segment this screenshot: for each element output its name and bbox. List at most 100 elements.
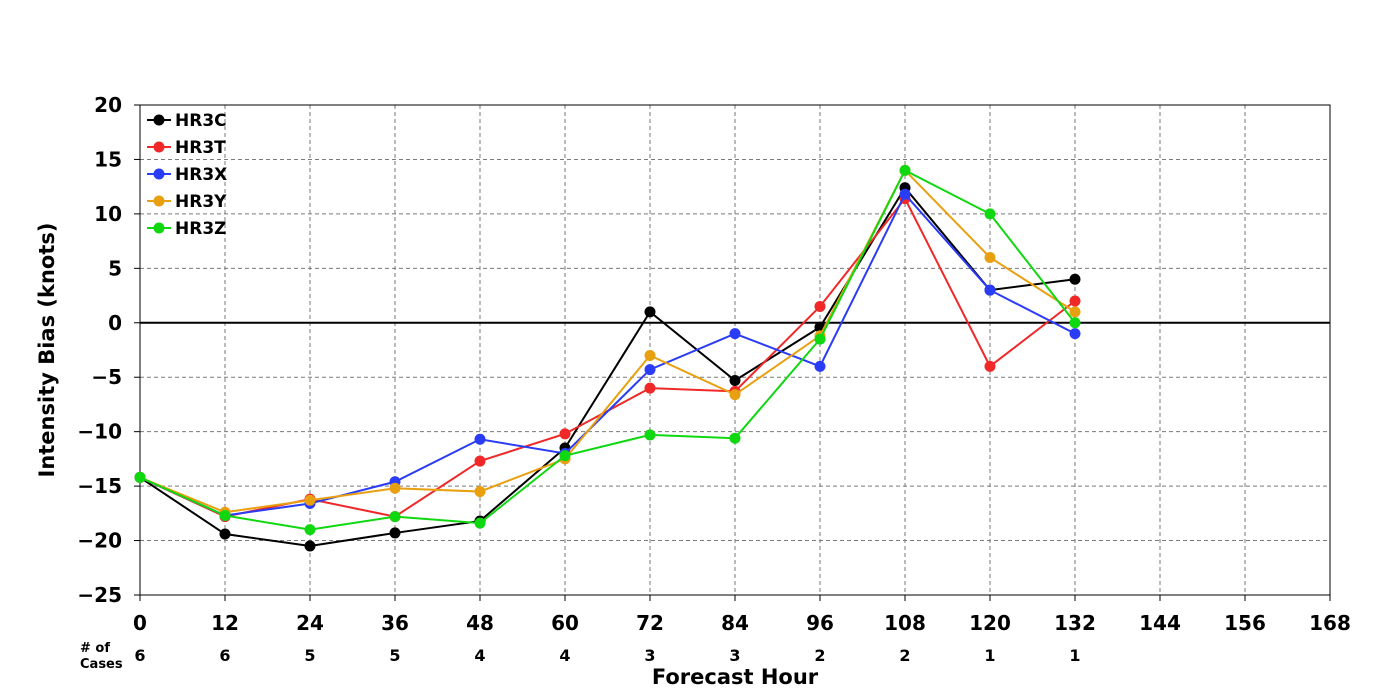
data-point (304, 524, 316, 536)
data-point (644, 429, 656, 441)
x-tick-label: 48 (466, 611, 494, 635)
case-count: 6 (134, 646, 145, 665)
y-tick-label: −25 (77, 583, 122, 607)
case-count: 4 (474, 646, 485, 665)
x-axis-ticks: 0 12 24 36 48 60 72 84 96 108 120 132 144 156 168 (133, 595, 1351, 635)
case-count: 3 (729, 646, 740, 665)
series-line (139, 168, 1076, 531)
data-point (474, 517, 486, 529)
data-point (474, 455, 486, 467)
legend-item-hr3c: HR3C (147, 111, 227, 131)
data-point (814, 333, 826, 345)
legend-item-hr3t: HR3T (147, 138, 226, 158)
data-point (814, 360, 826, 372)
data-point (984, 208, 996, 220)
data-point (474, 433, 486, 445)
case-count: 1 (984, 646, 995, 665)
series-hr3x (134, 188, 1081, 522)
x-tick-label: 0 (133, 611, 147, 635)
data-point (219, 528, 231, 540)
x-tick-label: 132 (1054, 611, 1096, 635)
data-point (389, 511, 401, 523)
data-point (219, 510, 231, 522)
x-tick-label: 144 (1139, 611, 1181, 635)
y-tick-label: 10 (94, 202, 122, 226)
y-tick-label: −15 (77, 474, 122, 498)
data-point (559, 450, 571, 462)
x-axis-title: Forecast Hour (652, 665, 819, 689)
legend-item-hr3z: HR3Z (147, 219, 226, 239)
data-point (899, 164, 911, 176)
data-point (644, 364, 656, 376)
data-point (729, 432, 741, 444)
legend-label: HR3X (175, 165, 227, 185)
case-count: 2 (899, 646, 910, 665)
case-count: 6 (219, 646, 230, 665)
x-tick-label: 24 (296, 611, 324, 635)
legend-item-hr3y: HR3Y (147, 192, 227, 212)
y-axis-ticks: 20 15 10 5 0 −5 −10 −15 −20 −25 (77, 93, 140, 607)
data-point (1069, 295, 1081, 307)
cases-row: # of Cases 6 6 5 5 4 4 3 3 2 2 1 1 (80, 641, 1081, 672)
y-tick-label: −10 (77, 420, 122, 444)
data-point (644, 349, 656, 361)
x-tick-label: 96 (806, 611, 834, 635)
x-tick-label: 120 (969, 611, 1011, 635)
x-tick-label: 156 (1224, 611, 1266, 635)
y-tick-label: 5 (108, 256, 122, 280)
data-point (984, 251, 996, 263)
data-point (559, 428, 571, 440)
cases-header-line2: Cases (80, 657, 123, 672)
data-point (899, 188, 911, 200)
case-count: 4 (559, 646, 570, 665)
y-tick-label: 0 (108, 311, 122, 335)
x-tick-label: 12 (211, 611, 239, 635)
data-point (984, 284, 996, 296)
data-point (1069, 328, 1081, 340)
legend-item-hr3x: HR3X (147, 165, 227, 185)
series-line (139, 196, 1076, 518)
data-point (729, 328, 741, 340)
case-count: 3 (644, 646, 655, 665)
case-count: 2 (814, 646, 825, 665)
case-count: 5 (304, 646, 315, 665)
y-tick-label: 20 (94, 93, 122, 117)
data-point (644, 306, 656, 318)
data-point (1069, 273, 1081, 285)
legend-swatch-marker (153, 168, 165, 180)
series-lines (134, 164, 1081, 552)
data-point (474, 486, 486, 498)
legend-swatch-marker (153, 195, 165, 207)
legend-swatch-marker (153, 222, 165, 234)
x-tick-label: 36 (381, 611, 409, 635)
series-hr3t (134, 193, 1081, 523)
data-point (814, 300, 826, 312)
case-count: 1 (1069, 646, 1080, 665)
data-point (389, 527, 401, 539)
series-hr3z (134, 164, 1081, 536)
legend-label: HR3C (175, 111, 227, 131)
case-count: 5 (389, 646, 400, 665)
data-point (389, 482, 401, 494)
y-axis-title: Intensity Bias (knots) (35, 223, 59, 478)
legend-label: HR3T (175, 138, 226, 158)
x-tick-label: 168 (1309, 611, 1351, 635)
series-line (139, 192, 1076, 517)
cases-header-line1: # of (80, 641, 110, 656)
legend-label: HR3Y (175, 192, 227, 212)
grid (140, 105, 1330, 595)
legend-swatch-marker (153, 114, 165, 126)
data-point (1069, 306, 1081, 318)
data-point (304, 494, 316, 506)
data-point (644, 382, 656, 394)
data-point (729, 389, 741, 401)
x-tick-label: 60 (551, 611, 579, 635)
series-hr3y (134, 164, 1081, 518)
y-tick-label: −20 (77, 529, 122, 553)
y-tick-label: −5 (91, 365, 122, 389)
series-line (139, 186, 1076, 548)
y-tick-label: 15 (94, 147, 122, 171)
legend-swatch-marker (153, 141, 165, 153)
x-tick-label: 84 (721, 611, 749, 635)
